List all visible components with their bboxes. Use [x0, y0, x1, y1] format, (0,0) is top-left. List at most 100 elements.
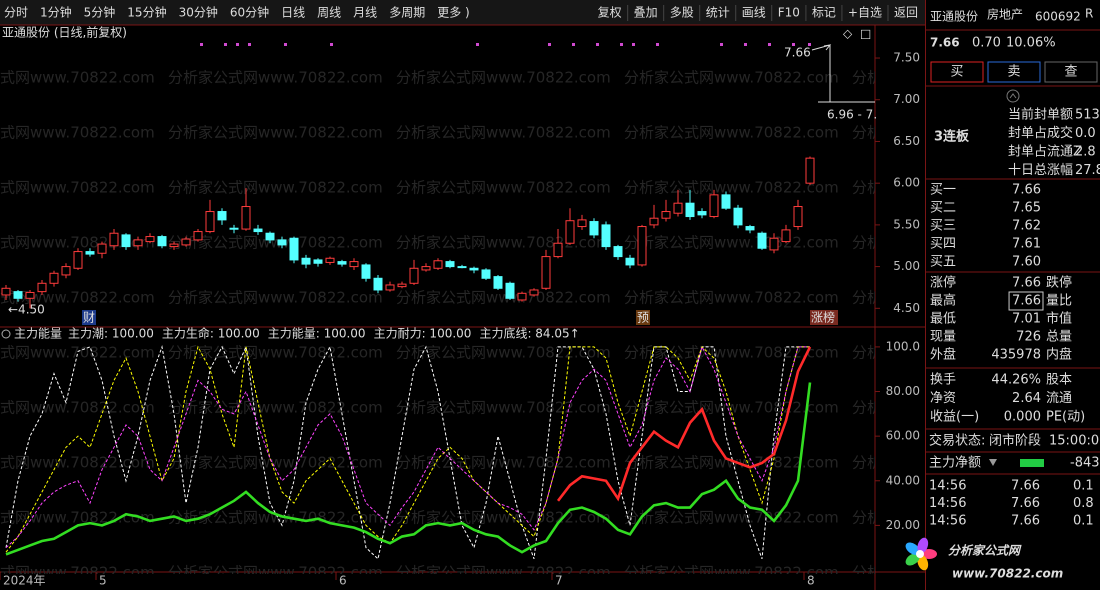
- tag-box: [810, 310, 838, 325]
- toolbar: [0, 0, 925, 25]
- stat-value: 2.64: [1012, 391, 1041, 406]
- toolbar-button[interactable]: 标记: [812, 6, 836, 20]
- watermark: 分析家公式网www.70822.com: [852, 234, 1067, 252]
- toolbar-button[interactable]: 复权: [598, 6, 622, 20]
- candle-body: [397, 283, 407, 288]
- logo-petal: [917, 537, 929, 554]
- bid-label: 买四: [930, 237, 956, 252]
- tag-box: [82, 310, 96, 325]
- watermark: 分析家公式网www.70822.com: [624, 234, 839, 252]
- candle-body: [109, 232, 119, 247]
- watermark: 分析家公式网www.70822.com: [396, 564, 611, 582]
- candle-body: [121, 234, 131, 248]
- toolbar-button[interactable]: F10: [778, 6, 800, 20]
- legend-entry: 主力底线: 84.05↑: [479, 326, 579, 341]
- annotation-line: [811, 44, 875, 103]
- tag: 财: [83, 311, 95, 325]
- logo: 分析家公式网 www.70822.com: [905, 537, 1063, 581]
- tag: 涨榜: [811, 310, 835, 325]
- toolbar-button[interactable]: 统计: [706, 6, 730, 20]
- toolbar-button[interactable]: 5分钟: [84, 5, 116, 20]
- candle-body: [337, 261, 347, 265]
- stock-code: 600692: [1035, 10, 1081, 24]
- candle-body: [193, 231, 203, 241]
- toolbar-button[interactable]: 60分钟: [230, 5, 269, 20]
- change-pct: 10.06%: [1006, 36, 1056, 51]
- candle-body: [793, 206, 803, 228]
- collapse-icon[interactable]: [1006, 89, 1020, 103]
- streak: 3连板: [934, 129, 970, 145]
- watermark: 分析家公式网www.70822.com: [0, 399, 155, 417]
- candle-body: [157, 236, 167, 247]
- toolbar-button[interactable]: 15分钟: [127, 5, 166, 20]
- stat-label: 总量: [1046, 330, 1072, 345]
- dropdown-icon[interactable]: [989, 459, 997, 466]
- trade-button-label[interactable]: 查: [1064, 65, 1077, 80]
- candle-body: [325, 257, 335, 263]
- candle-body: [229, 227, 239, 230]
- candle-body: [577, 219, 587, 228]
- candle-body: [457, 266, 467, 269]
- change: 0.70: [972, 36, 1001, 51]
- bid-price: 7.66: [1012, 183, 1041, 198]
- trade-button-label[interactable]: 卖: [1007, 65, 1020, 80]
- stat-label: 涨停: [930, 275, 956, 291]
- toolbar-button[interactable]: 多股: [670, 6, 694, 20]
- x-tick-label: 8: [807, 574, 815, 588]
- trade-volume: 0.8: [1073, 496, 1094, 511]
- stat-label: 净资: [930, 391, 956, 406]
- status-time: 15:00:0: [1049, 434, 1099, 449]
- toolbar-button[interactable]: 1分钟: [40, 5, 72, 20]
- seal-value: 513: [1075, 108, 1100, 123]
- trade-button[interactable]: [930, 61, 984, 83]
- candle-body: [709, 194, 719, 218]
- stat-value: 7.66: [1012, 294, 1041, 309]
- watermark: 分析家公式网www.70822.com: [624, 399, 839, 417]
- quote-panel: 亚通股份 房地产 600692 R 7.66 0.70 10.06% 买 卖 查 3连板 当前封单额 5…: [905, 7, 1100, 581]
- trade-button[interactable]: [1044, 61, 1098, 83]
- watermark: 分析家公式网www.70822.com: [168, 344, 383, 362]
- watermark: 分析家公式网www.70822.com: [396, 399, 611, 417]
- net-flow-label: 主力净额: [929, 456, 981, 471]
- annotation: 7.66: [784, 46, 811, 60]
- toolbar-button[interactable]: 周线: [317, 6, 341, 20]
- seal-label: 封单占成交: [1008, 125, 1073, 141]
- candle-body: [49, 272, 59, 284]
- toolbar-button[interactable]: 月线: [353, 6, 377, 20]
- trade-price: 7.66: [1011, 514, 1040, 529]
- candle-body: [769, 237, 779, 251]
- toolbar-button[interactable]: 返回: [894, 6, 918, 20]
- toolbar-button[interactable]: +自选: [848, 6, 882, 20]
- seal-label: 当前封单额: [1008, 107, 1073, 123]
- candle-body: [349, 261, 359, 268]
- candle-body: [1, 287, 11, 296]
- candle-body: [73, 251, 83, 269]
- candle-body: [313, 259, 323, 264]
- annotation: ←4.50: [8, 303, 45, 317]
- indicator-title: 主力能量: [14, 327, 62, 341]
- watermark: 分析家公式网www.70822.com: [396, 179, 611, 197]
- legend-entry: 主力生命: 100.00: [162, 326, 260, 341]
- candle-body: [373, 277, 383, 291]
- candle-body: [265, 232, 275, 241]
- stat-label: 外盘: [930, 347, 956, 363]
- price: 7.66: [930, 36, 960, 50]
- toolbar-button[interactable]: 分时: [4, 6, 28, 20]
- toolbar-button[interactable]: 多周期: [389, 6, 425, 20]
- candle-body: [97, 243, 107, 254]
- candle-body: [433, 260, 443, 269]
- candle-body: [685, 202, 695, 218]
- toolbar-button[interactable]: 日线: [281, 6, 305, 20]
- toolbar-button[interactable]: 画线: [742, 6, 766, 20]
- toolbar-button[interactable]: 30分钟: [179, 5, 218, 20]
- net-flow-bar: [1020, 459, 1044, 467]
- toolbar-button[interactable]: 更多 ): [437, 6, 470, 20]
- candle-body: [565, 220, 575, 244]
- trade-button-label[interactable]: 买: [950, 65, 963, 80]
- watermark: 分析家公式网www.70822.com: [396, 124, 611, 142]
- trade-button[interactable]: [987, 61, 1041, 83]
- toolbar-button[interactable]: 叠加: [634, 6, 658, 20]
- status-label: 交易状态:: [929, 433, 985, 449]
- candle-body: [493, 276, 503, 289]
- trade-price: 7.66: [1011, 496, 1040, 511]
